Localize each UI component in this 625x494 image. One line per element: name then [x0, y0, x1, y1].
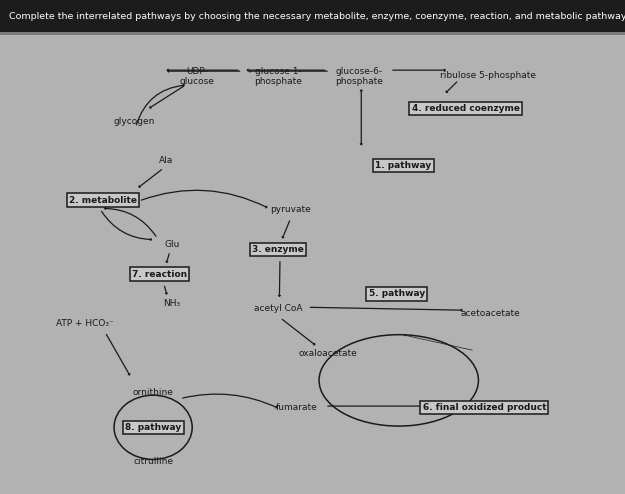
Text: Glu: Glu: [164, 240, 179, 249]
Text: pyruvate: pyruvate: [270, 206, 311, 214]
Text: Complete the interrelated pathways by choosing the necessary metabolite, enzyme,: Complete the interrelated pathways by ch…: [9, 12, 625, 21]
Text: glycogen: glycogen: [114, 117, 155, 125]
Text: glucose 1-
phosphate: glucose 1- phosphate: [254, 67, 302, 86]
Text: 4. reduced coenzyme: 4. reduced coenzyme: [412, 104, 519, 113]
Text: 1. pathway: 1. pathway: [375, 161, 431, 170]
Text: acetoacetate: acetoacetate: [461, 309, 521, 318]
FancyBboxPatch shape: [0, 35, 625, 494]
Text: ribulose 5-phosphate: ribulose 5-phosphate: [439, 71, 536, 80]
Text: glucose-6-
phosphate: glucose-6- phosphate: [336, 67, 383, 86]
Text: citrulline: citrulline: [133, 457, 173, 466]
Text: UDP-
glucose: UDP- glucose: [179, 67, 214, 86]
Text: 7. reaction: 7. reaction: [132, 270, 187, 279]
Text: 5. pathway: 5. pathway: [369, 289, 425, 298]
Text: 3. enzyme: 3. enzyme: [253, 245, 304, 254]
Text: fumarate: fumarate: [276, 403, 318, 412]
Text: 2. metabolite: 2. metabolite: [69, 196, 137, 205]
Text: ATP + HCO₃⁻: ATP + HCO₃⁻: [56, 319, 113, 328]
Text: oxaloacetate: oxaloacetate: [299, 349, 358, 358]
Text: ornithine: ornithine: [132, 388, 174, 397]
FancyBboxPatch shape: [0, 0, 625, 32]
Text: NH₃: NH₃: [163, 299, 181, 308]
Text: 6. final oxidized product: 6. final oxidized product: [422, 403, 546, 412]
Text: acetyl CoA: acetyl CoA: [254, 304, 302, 313]
Text: Ala: Ala: [159, 156, 172, 165]
Text: 8. pathway: 8. pathway: [125, 423, 181, 432]
